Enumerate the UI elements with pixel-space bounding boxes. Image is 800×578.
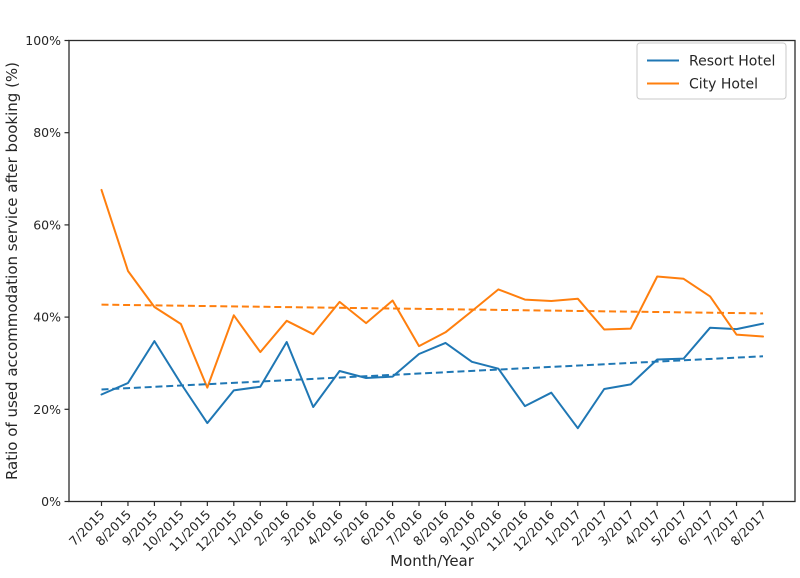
x-axis-label: Month/Year bbox=[390, 552, 475, 570]
y-tick-label: 20% bbox=[33, 402, 61, 417]
x-axis-ticks: 7/20158/20159/201510/201511/201512/20151… bbox=[66, 501, 769, 554]
y-tick-label: 0% bbox=[41, 494, 61, 509]
legend-box bbox=[636, 42, 787, 100]
y-tick-label: 80% bbox=[33, 125, 61, 140]
resort-hotel-trend-line bbox=[101, 355, 764, 391]
y-tick-label: 40% bbox=[33, 310, 61, 325]
data-series bbox=[100, 188, 764, 430]
city-hotel-line bbox=[100, 188, 764, 389]
legend: Resort Hotel City Hotel bbox=[636, 42, 787, 100]
city-hotel-trend-line bbox=[101, 303, 764, 315]
y-tick-label: 60% bbox=[33, 217, 61, 232]
y-axis-label: Ratio of used accommodation service afte… bbox=[3, 62, 21, 480]
plot-area bbox=[68, 39, 796, 503]
resort-hotel-line bbox=[100, 322, 764, 430]
y-tick-label: 100% bbox=[25, 33, 61, 48]
legend-label: Resort Hotel bbox=[689, 53, 775, 69]
legend-label: City Hotel bbox=[689, 76, 758, 92]
y-axis-ticks: 0% 20% 40% 60% 80% 100% bbox=[25, 33, 69, 509]
